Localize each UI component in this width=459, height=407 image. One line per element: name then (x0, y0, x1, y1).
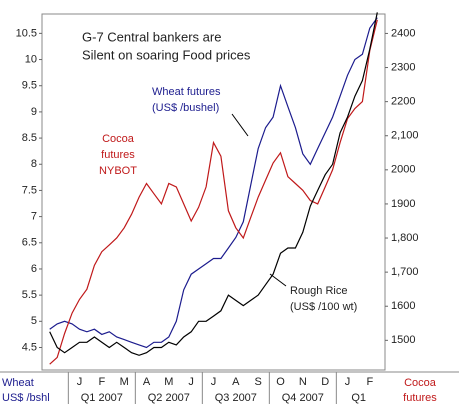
y-tick-label: 8.5 (22, 132, 37, 144)
x-group-label: Q3 2007 (215, 392, 257, 404)
y2-axis-label: futures (403, 392, 437, 404)
series-label: Cocoa (102, 133, 135, 145)
y-tick-label: 7.5 (22, 184, 37, 196)
y-tick-label: 6.5 (22, 237, 37, 249)
y-tick-label: 9.5 (22, 80, 37, 92)
y-tick-label: 7 (31, 211, 37, 223)
x-tick-label: M (164, 376, 173, 388)
x-tick-label: J (345, 376, 351, 388)
series-label: Rough Rice (290, 285, 347, 297)
x-tick-label: O (276, 376, 285, 388)
x-tick-label: D (321, 376, 329, 388)
y-tick-label: 6 (31, 263, 37, 275)
y-axis-label: US$ /bshl (2, 392, 50, 404)
y2-axis-label: Cocoa (404, 377, 437, 389)
x-tick-label: M (120, 376, 129, 388)
x-group-label: Q2 2007 (148, 392, 190, 404)
y2-tick-label: 2400 (391, 27, 415, 39)
y2-tick-label: 1500 (391, 334, 415, 346)
x-tick-label: J (211, 376, 217, 388)
y-tick-label: 10 (25, 53, 37, 65)
x-tick-label: A (232, 376, 240, 388)
y2-tick-label: 1900 (391, 198, 415, 210)
series-line (49, 12, 378, 356)
y2-tick-label: 1,800 (391, 232, 419, 244)
x-tick-label: A (143, 376, 151, 388)
x-group-label: Q1 (351, 392, 366, 404)
y-axis-label: Wheat (2, 377, 34, 389)
arrow (269, 273, 287, 287)
chart-title: Silent on soaring Food prices (82, 47, 251, 62)
x-tick-label: J (77, 376, 83, 388)
x-tick-label: J (188, 376, 194, 388)
series-label: Wheat futures (152, 86, 221, 98)
series-label: (US$ /100 wt) (290, 301, 357, 313)
y2-tick-label: 2,100 (391, 130, 419, 142)
series-label: NYBOT (99, 165, 137, 177)
y2-tick-label: 1,700 (391, 266, 419, 278)
y2-tick-label: 1600 (391, 300, 415, 312)
y-tick-label: 8 (31, 158, 37, 170)
y-tick-label: 4.5 (22, 341, 37, 353)
series-line (49, 19, 378, 365)
y-tick-label: 10.5 (16, 27, 37, 39)
x-tick-label: N (299, 376, 307, 388)
y2-tick-label: 2300 (391, 61, 415, 73)
x-group-label: Q4 2007 (282, 392, 324, 404)
x-tick-label: F (98, 376, 105, 388)
chart-title: G-7 Central bankers are (82, 29, 221, 44)
y2-tick-label: 2000 (391, 164, 415, 176)
arrow (231, 113, 249, 137)
x-group-label: Q1 2007 (81, 392, 123, 404)
series-label: (US$ /bushel) (152, 102, 219, 114)
x-tick-label: F (366, 376, 373, 388)
series-label: futures (101, 149, 135, 161)
x-tick-label: S (254, 376, 261, 388)
y2-tick-label: 2200 (391, 96, 415, 108)
y-tick-label: 5 (31, 315, 37, 327)
y-tick-label: 9 (31, 106, 37, 118)
plot-frame (41, 13, 386, 371)
series-line (49, 17, 378, 349)
y-tick-label: 5.5 (22, 289, 37, 301)
